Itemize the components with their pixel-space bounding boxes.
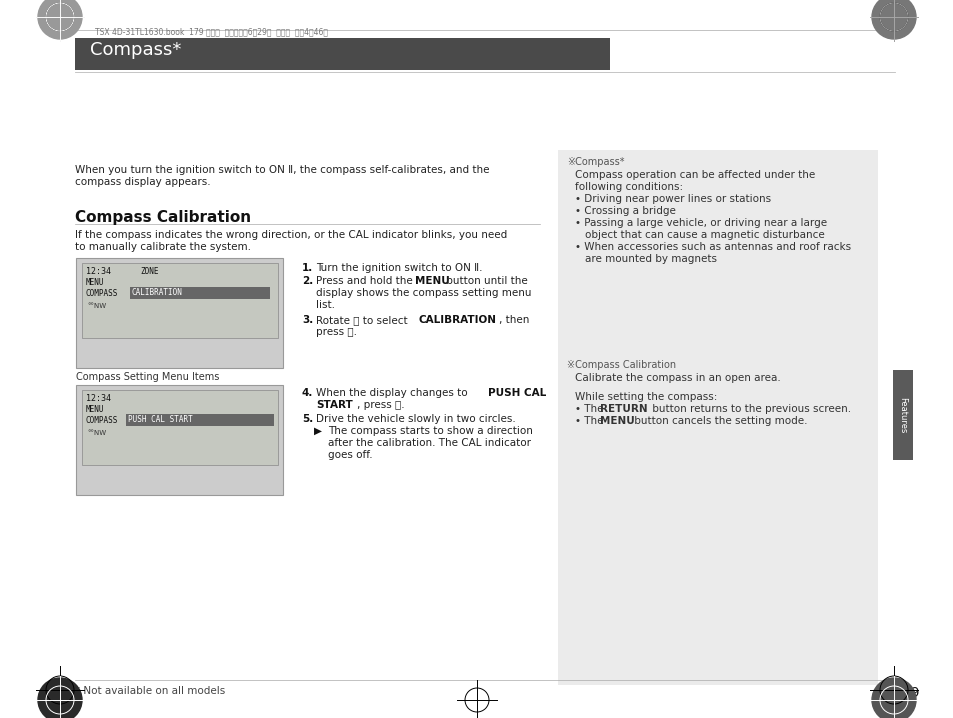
Text: COMPASS: COMPASS <box>86 289 118 298</box>
Text: START: START <box>315 400 353 410</box>
Text: compass display appears.: compass display appears. <box>75 177 211 187</box>
Text: • The: • The <box>575 404 606 414</box>
Text: °°NW: °°NW <box>87 303 106 309</box>
Circle shape <box>38 0 82 39</box>
Text: Turn the ignition switch to ON Ⅱ.: Turn the ignition switch to ON Ⅱ. <box>315 263 482 273</box>
Text: COMPASS: COMPASS <box>86 416 118 425</box>
Bar <box>82 263 277 338</box>
Text: Compass*: Compass* <box>90 41 181 59</box>
Text: While setting the compass:: While setting the compass: <box>575 392 717 402</box>
Circle shape <box>38 678 82 718</box>
Text: , press ⓡ.: , press ⓡ. <box>356 400 404 410</box>
Text: 2.: 2. <box>302 276 313 286</box>
Text: The compass starts to show a direction: The compass starts to show a direction <box>328 426 533 436</box>
Bar <box>76 258 283 368</box>
Text: 3.: 3. <box>302 315 313 325</box>
Text: MENU: MENU <box>86 278 105 287</box>
Text: Features: Features <box>898 397 906 433</box>
Text: 12:34: 12:34 <box>86 267 111 276</box>
Bar <box>76 385 283 495</box>
Text: 4.: 4. <box>302 388 313 398</box>
Text: to manually calibrate the system.: to manually calibrate the system. <box>75 242 251 252</box>
Text: Compass Calibration: Compass Calibration <box>75 210 251 225</box>
Text: When you turn the ignition switch to ON Ⅱ, the compass self-calibrates, and the: When you turn the ignition switch to ON … <box>75 165 489 175</box>
Bar <box>892 370 912 460</box>
Text: Calibrate the compass in an open area.: Calibrate the compass in an open area. <box>575 373 780 383</box>
Text: 12:34: 12:34 <box>86 394 111 403</box>
Bar <box>130 287 270 299</box>
Text: °°NW: °°NW <box>87 430 106 436</box>
Text: following conditions:: following conditions: <box>575 182 682 192</box>
Text: ※Compass Calibration: ※Compass Calibration <box>566 360 676 370</box>
Text: after the calibration. The CAL indicator: after the calibration. The CAL indicator <box>328 438 531 448</box>
Bar <box>75 38 609 70</box>
Text: MENU: MENU <box>415 276 449 286</box>
Text: CALIBRATION: CALIBRATION <box>418 315 497 325</box>
Text: • The: • The <box>575 416 606 426</box>
Text: Drive the vehicle slowly in two circles.: Drive the vehicle slowly in two circles. <box>315 414 516 424</box>
Text: When the display changes to: When the display changes to <box>315 388 471 398</box>
Text: PUSH CAL: PUSH CAL <box>488 388 546 398</box>
Text: • Crossing a bridge: • Crossing a bridge <box>575 206 675 216</box>
Text: RETURN: RETURN <box>599 404 647 414</box>
Text: Compass operation can be affected under the: Compass operation can be affected under … <box>575 170 815 180</box>
Text: button cancels the setting mode.: button cancels the setting mode. <box>630 416 806 426</box>
Text: press ⓡ.: press ⓡ. <box>315 327 356 337</box>
Text: MENU: MENU <box>599 416 634 426</box>
Text: CALIBRATION: CALIBRATION <box>132 288 183 297</box>
Circle shape <box>871 0 915 39</box>
Text: If the compass indicates the wrong direction, or the CAL indicator blinks, you n: If the compass indicates the wrong direc… <box>75 230 507 240</box>
Text: Compass Setting Menu Items: Compass Setting Menu Items <box>76 372 219 382</box>
Text: are mounted by magnets: are mounted by magnets <box>584 254 717 264</box>
Text: • Driving near power lines or stations: • Driving near power lines or stations <box>575 194 770 204</box>
Bar <box>126 414 274 426</box>
Text: list.: list. <box>315 300 335 310</box>
Text: display shows the compass setting menu: display shows the compass setting menu <box>315 288 531 298</box>
Bar <box>558 150 877 685</box>
Text: MENU: MENU <box>86 405 105 414</box>
Text: 1.: 1. <box>302 263 313 273</box>
Bar <box>82 390 277 465</box>
Text: , then: , then <box>498 315 529 325</box>
Text: • Passing a large vehicle, or driving near a large: • Passing a large vehicle, or driving ne… <box>575 218 826 228</box>
Text: ▶: ▶ <box>314 426 322 436</box>
Text: Press and hold the: Press and hold the <box>315 276 416 286</box>
Text: ZONE: ZONE <box>140 267 158 276</box>
Text: button returns to the previous screen.: button returns to the previous screen. <box>648 404 850 414</box>
Text: 5.: 5. <box>302 414 313 424</box>
Text: • When accessories such as antennas and roof racks: • When accessories such as antennas and … <box>575 242 850 252</box>
Text: object that can cause a magnetic disturbance: object that can cause a magnetic disturb… <box>584 230 824 240</box>
Text: button until the: button until the <box>442 276 527 286</box>
Text: 179: 179 <box>893 686 919 700</box>
Text: TSX 4D-31TL1630.book  179 ページ  ２０１１年6月29日  水曜日  午後4時46分: TSX 4D-31TL1630.book 179 ページ ２０１１年6月29日 … <box>95 27 328 36</box>
Text: PUSH CAL START: PUSH CAL START <box>128 415 193 424</box>
Text: goes off.: goes off. <box>328 450 373 460</box>
Text: ※Compass*: ※Compass* <box>566 157 624 167</box>
Text: Rotate ⓡ to select: Rotate ⓡ to select <box>315 315 411 325</box>
Text: * Not available on all models: * Not available on all models <box>75 686 225 696</box>
Circle shape <box>871 678 915 718</box>
